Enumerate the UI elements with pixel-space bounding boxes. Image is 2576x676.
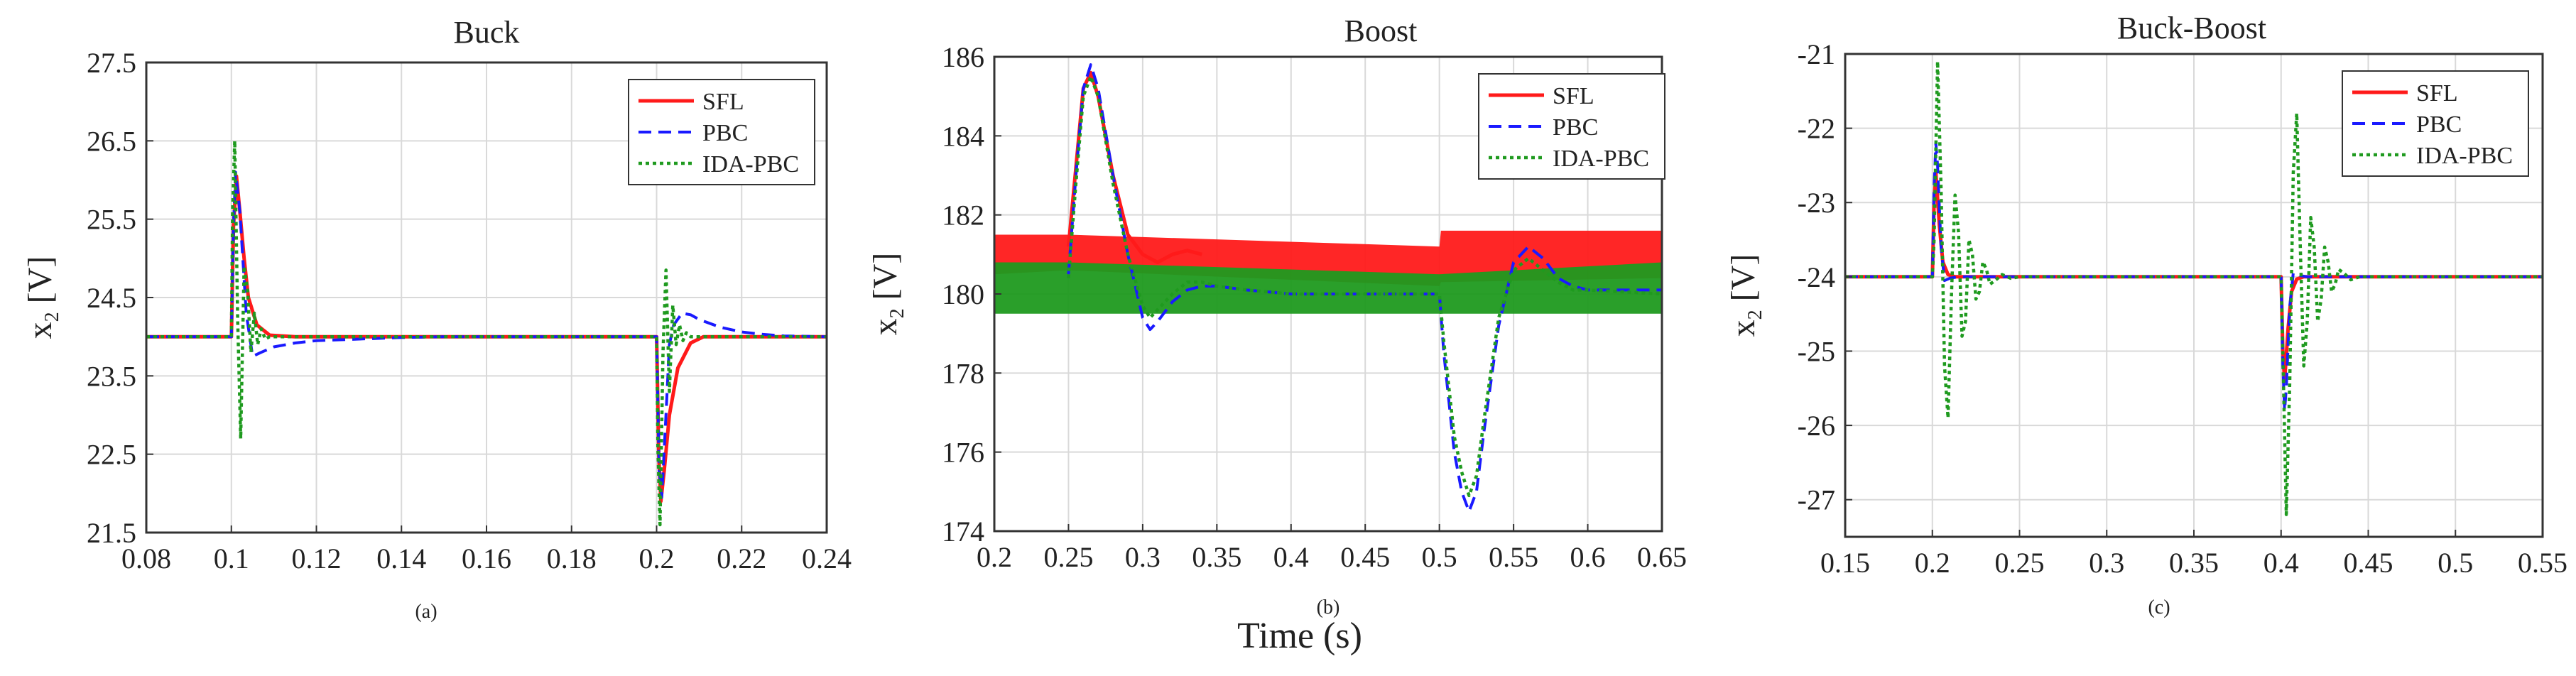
y-axis-label: x2 [V] (866, 253, 908, 336)
y-tick-label: 27.5 (87, 47, 136, 79)
chart-title: Boost (1344, 13, 1418, 48)
y-tick-label: 176 (942, 437, 984, 469)
y-tick-label: 186 (942, 41, 984, 73)
y-axis-label: x2 [V] (21, 256, 63, 339)
chart-title: Buck-Boost (2117, 11, 2266, 45)
chart-buck: 0.08 0.1 0.12 0.14 0.16 0.18 0.2 0.22 0.24 21.5 22… (21, 15, 852, 623)
y-axis-label: x2 [V] (1724, 254, 1766, 337)
x-tick-label: 0.5 (2438, 547, 2473, 579)
x-tick-label: 0.18 (547, 543, 597, 574)
legend-label: SFL (702, 89, 744, 115)
x-tick-label: 0.5 (1422, 541, 1457, 573)
y-tick-label: 182 (942, 200, 984, 231)
chart-title: Buck (454, 15, 520, 50)
chart-boost: 0.2 0.25 0.3 0.35 0.4 0.45 0.5 0.55 0.6 0.65 174 17… (866, 13, 1687, 656)
legend-label: SFL (1553, 83, 1594, 109)
x-tick-label: 0.22 (717, 543, 766, 574)
ripple-band-ida-pbc (994, 262, 1662, 314)
series-line-ida-pbc (1067, 75, 1663, 498)
y-tick-label: 24.5 (87, 282, 136, 314)
chart-buck-boost: 0.15 0.2 0.25 0.3 0.35 0.4 0.45 0.5 0.55 -21 -22 -2… (1724, 11, 2567, 618)
y-tick-label: 22.5 (87, 439, 136, 471)
legend-label: PBC (1553, 114, 1598, 141)
x-tick-label: 0.35 (1192, 541, 1241, 573)
y-tick-label: 184 (942, 120, 984, 152)
legend-label: IDA-PBC (2416, 143, 2513, 169)
y-tick-label: 25.5 (87, 204, 136, 236)
y-tick-label: 23.5 (87, 360, 136, 392)
x-tick-label: 0.2 (639, 543, 675, 574)
panel-label: (b) (1317, 596, 1340, 618)
y-tick-label: 21.5 (87, 517, 136, 549)
x-axis-label: Time (s) (1237, 616, 1362, 656)
panel-label: (c) (2148, 596, 2170, 618)
y-tick-label: -21 (1798, 38, 1835, 70)
x-tick-label: 0.45 (1340, 541, 1390, 573)
legend-label: PBC (2416, 111, 2462, 138)
legend: SFL PBC IDA-PBC (628, 79, 815, 185)
x-tick-label: 0.65 (1637, 541, 1687, 573)
x-tick-label: 0.4 (1273, 541, 1309, 573)
x-tick-label: 0.55 (1489, 541, 1538, 573)
legend: SFL PBC IDA-PBC (1478, 73, 1665, 180)
y-tick-label: -25 (1798, 335, 1835, 367)
y-tick-label: -26 (1798, 410, 1835, 442)
x-tick-label: 0.08 (121, 543, 171, 574)
legend: SFL PBC IDA-PBC (2342, 70, 2529, 177)
series-line-sfl (1066, 70, 1203, 264)
y-tick-label: 174 (942, 516, 984, 547)
x-tick-label: 0.55 (2518, 547, 2567, 579)
legend-box (628, 79, 815, 185)
x-tick-label: 0.4 (2263, 547, 2299, 579)
x-tick-label: 0.12 (292, 543, 342, 574)
x-tick-label: 0.25 (1995, 547, 2045, 579)
x-tick-label: 0.6 (1570, 541, 1606, 573)
y-tick-label: -22 (1798, 113, 1835, 145)
x-tick-label: 0.14 (376, 543, 426, 574)
legend-label: IDA-PBC (1553, 146, 1649, 172)
series-line-ida-pbc (1845, 60, 2543, 516)
x-tick-label: 0.35 (2169, 547, 2219, 579)
x-tick-label: 0.45 (2344, 547, 2393, 579)
x-tick-label: 0.2 (977, 541, 1012, 573)
y-tick-label: 26.5 (87, 125, 136, 157)
x-tick-label: 0.2 (1915, 547, 1950, 579)
legend-label: PBC (702, 120, 748, 146)
x-tick-label: 0.3 (1125, 541, 1161, 573)
y-tick-label: -27 (1798, 484, 1835, 516)
y-tick-label: 180 (942, 278, 984, 310)
series-line-ida-pbc (146, 139, 827, 527)
x-tick-label: 0.16 (462, 543, 511, 574)
legend-label: SFL (2416, 80, 2458, 107)
y-tick-label: 178 (942, 357, 984, 389)
y-tick-label: -24 (1798, 261, 1835, 293)
series-line-pbc (146, 170, 827, 499)
x-tick-label: 0.25 (1043, 541, 1093, 573)
x-tick-label: 0.15 (1820, 547, 1870, 579)
legend-label: IDA-PBC (702, 151, 799, 178)
x-tick-label: 0.1 (214, 543, 249, 574)
x-tick-label: 0.24 (802, 543, 852, 574)
x-tick-label: 0.3 (2089, 547, 2124, 579)
y-tick-label: -23 (1798, 187, 1835, 219)
panel-label: (a) (415, 601, 437, 623)
